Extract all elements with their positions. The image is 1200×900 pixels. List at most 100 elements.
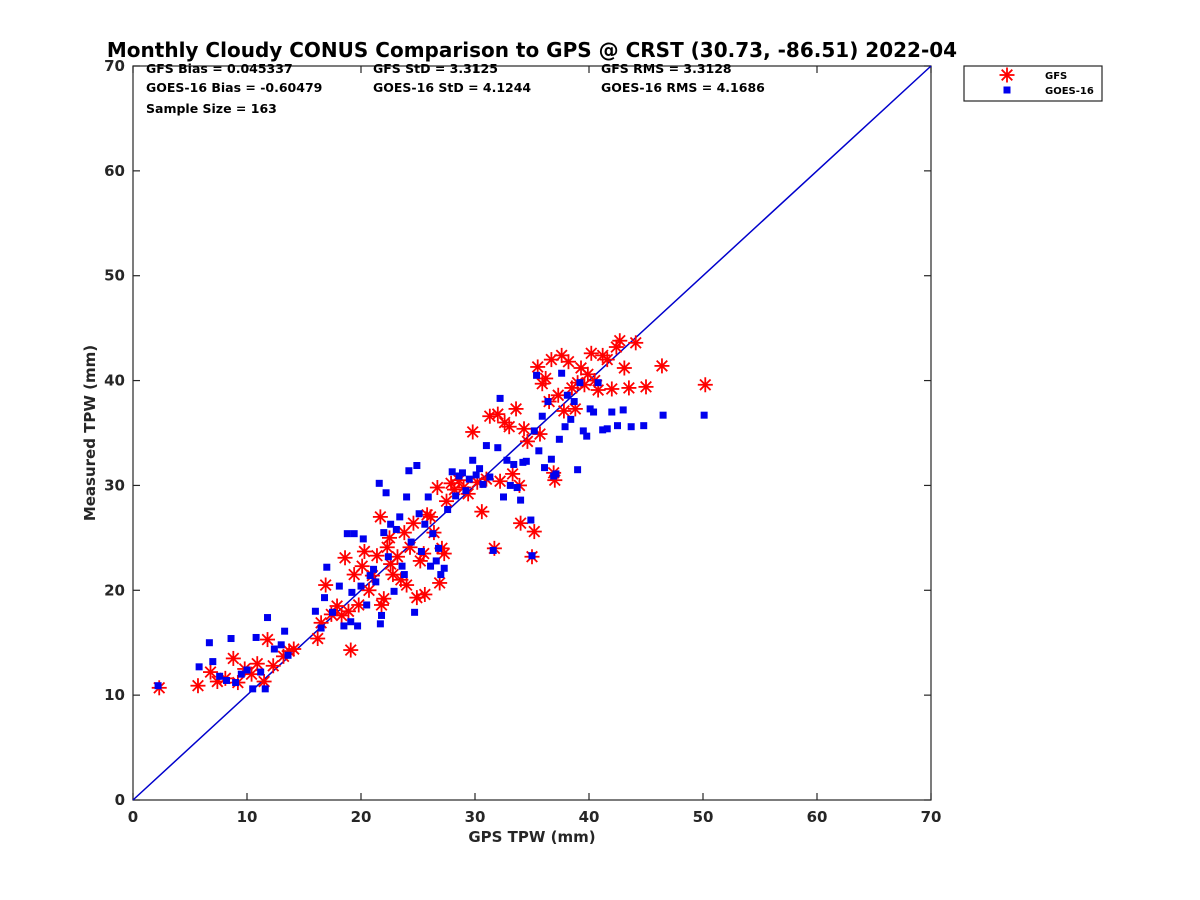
gfs-point [260,632,276,648]
goes-16-point [432,557,440,565]
gfs-point [379,539,395,555]
goes-16-point [378,611,386,619]
goes-16-point [380,529,388,537]
goes-16-point [354,622,362,630]
goes-16-point [216,672,224,680]
goes-16-point [348,588,356,596]
legend-goes-label: GOES-16 [1045,86,1094,97]
x-tick-label: 40 [579,808,600,826]
goes-16-point [427,562,435,570]
goes-16-point [538,412,546,420]
goes-16-point [281,627,289,635]
goes-16-point [583,432,591,440]
gfs-point [356,543,372,559]
goes-16-point [472,471,480,479]
gfs-point [265,658,281,674]
goes-16-point [261,685,269,693]
stat-sample-size: Sample Size = 163 [146,101,277,116]
y-tick-label: 70 [104,57,125,75]
goes-16-point [444,506,452,514]
goes-16-point [482,442,490,450]
goes-16-point [329,608,336,616]
goes-16-point [311,607,319,615]
goes-16-point [486,473,494,481]
gfs-point [318,577,334,593]
gfs-point [612,333,628,349]
goes-16-point [590,408,598,416]
goes-16-point [376,620,384,628]
goes-16-point [277,641,285,649]
x-tick-label: 10 [237,808,258,826]
goes-16-point [249,685,257,693]
goes-16-point [489,546,497,554]
goes-16-point [343,530,351,538]
goes-16-point [462,487,470,495]
goes-16-point [429,530,437,538]
goes-16-point [384,553,392,561]
goes-16-point [448,468,456,476]
goes-16-point [552,470,560,478]
goes-16-point [603,425,611,433]
stat-gfs-rms: GFS RMS = 3.3128 [601,61,732,76]
goes-16-point [608,408,616,416]
stat-gfs-std: GFS StD = 3.3125 [373,61,498,76]
goes-16-point [479,480,487,488]
gfs-point [423,509,439,525]
statistics-annotations: GFS Bias = 0.045337 GFS StD = 3.3125 GFS… [146,61,765,116]
goes-16-point [527,516,535,524]
goes-16-point [232,679,240,687]
goes-16-point [496,394,504,402]
goes-16-point [469,456,477,464]
gfs-point [286,641,302,657]
gfs-point [372,509,388,525]
x-tick-label: 0 [128,808,138,826]
gfs-point [436,546,452,562]
gfs-point [550,387,566,403]
gfs-point [538,370,554,386]
goes-16-point [387,520,395,528]
goes-16-point [619,406,627,414]
goes-16-point [435,544,443,552]
x-tick-label: 30 [465,808,486,826]
stat-goes-std: GOES-16 StD = 4.1244 [373,80,531,95]
gfs-point [343,642,359,658]
gfs-point [429,480,445,496]
gfs-point [190,678,206,694]
goes-16-point [403,493,411,501]
goes-16-point [574,466,582,474]
gfs-point [599,352,615,368]
gfs-point [405,515,421,531]
goes-16-point [458,469,466,477]
goes-16-point [437,571,445,579]
gfs-point [385,567,401,583]
goes-16-point [576,379,584,387]
goes-16-point [400,571,408,579]
goes-16-point [415,510,423,518]
y-tick-label: 50 [104,267,125,285]
goes-16-point [363,601,371,609]
goes-16-point [370,565,378,573]
gfs-point [530,359,546,375]
gfs-point [376,591,392,607]
goes-16-point [195,663,203,671]
legend-box [963,65,1103,102]
gfs-point [519,433,535,449]
goes-16-point [347,618,355,626]
goes-16-point [544,398,552,406]
gfs-point [604,381,620,397]
gfs-point [654,358,670,374]
gfs-point [526,524,542,540]
y-tick-label: 20 [104,581,125,599]
goes-16-point [522,457,530,465]
gfs-point [340,603,356,619]
goes-16-point [237,670,245,678]
x-axis-label: GPS TPW (mm) [468,828,595,846]
goes-16-point [476,465,484,473]
gfs-point [465,424,481,440]
goes-16-point [570,398,578,406]
goes-16-point [452,492,460,500]
goes-16-point [154,682,162,690]
gfs-point [556,403,572,419]
gfs-point [334,607,350,623]
goes-16-point [640,422,648,430]
